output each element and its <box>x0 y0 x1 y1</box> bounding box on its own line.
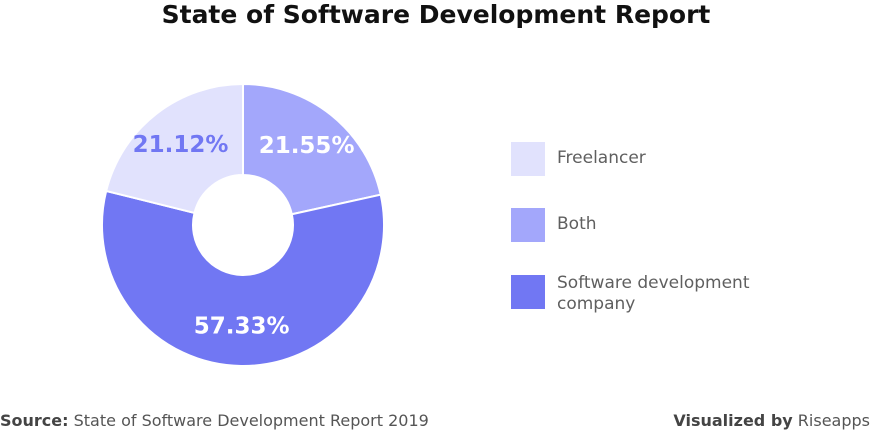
footer-source-text: State of Software Development Report 201… <box>73 411 429 430</box>
footer-source: Source: State of Software Development Re… <box>0 411 429 431</box>
slice-both <box>242 82 382 216</box>
chart-title: State of Software Development Report <box>161 0 711 29</box>
legend-swatch-software-development-company <box>511 275 545 309</box>
legend-item-freelancer: Freelancer <box>511 142 787 176</box>
footer-source-prefix: Source: <box>0 411 69 430</box>
legend-label-freelancer: Freelancer <box>557 148 646 168</box>
legend-item-software-development-company: Software development company <box>511 273 757 315</box>
legend-label-both: Both <box>557 214 597 234</box>
slice-software-development-company <box>101 189 385 367</box>
legend-item-both: Both <box>511 208 787 242</box>
footer-visualized-prefix: Visualized by <box>673 411 793 430</box>
legend-swatch-freelancer <box>511 142 545 176</box>
legend-label-software-development-company: Software development company <box>557 273 750 314</box>
slice-freelancer <box>104 82 244 215</box>
footer-visualized: Visualized by Riseapps <box>673 411 870 431</box>
data-label-freelancer: 21.12% <box>133 132 229 158</box>
legend-swatch-both <box>511 208 545 242</box>
data-label-software-development-company: 57.33% <box>194 313 290 339</box>
data-label-both: 21.55% <box>259 133 355 159</box>
footer-visualized-text: Riseapps <box>797 411 870 430</box>
